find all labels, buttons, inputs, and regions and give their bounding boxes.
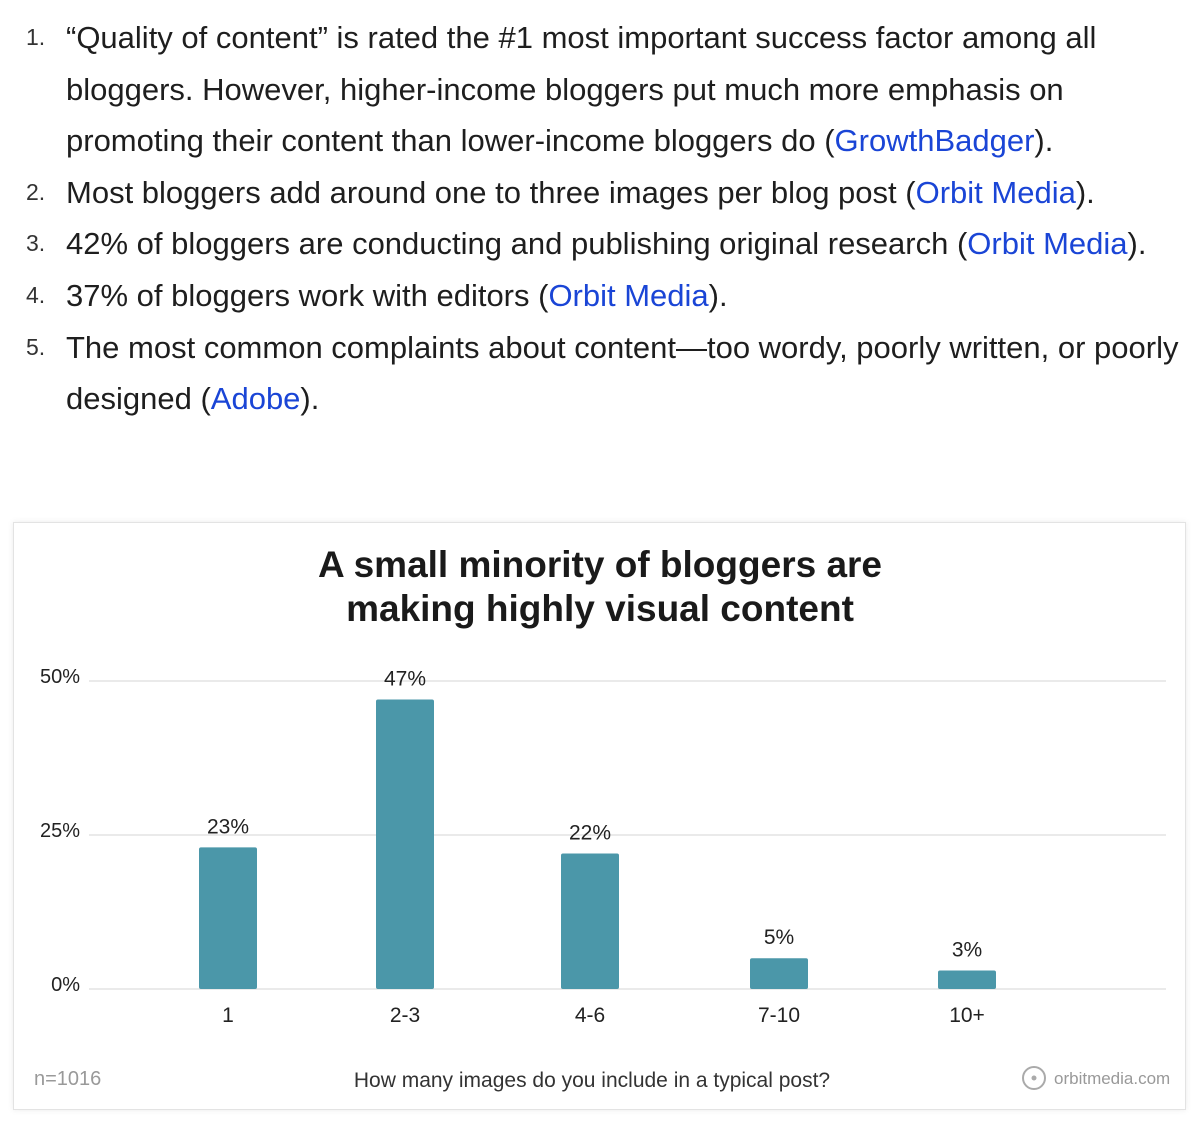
bars: 23% 1 47% 2-3 22% 4-6 5% 7-10 3% 10+ [199, 667, 996, 1027]
list-text-end: ). [1075, 174, 1095, 210]
x-tick-label: 10+ [949, 1004, 985, 1027]
bar [561, 853, 619, 989]
bar-value-label: 22% [569, 821, 611, 844]
chart-title-line-1: A small minority of bloggers are [318, 544, 882, 585]
bar [376, 699, 434, 989]
bar-value-label: 5% [764, 926, 794, 949]
bar-value-label: 23% [207, 815, 249, 838]
list-number: 1. [26, 24, 46, 50]
list-item: 4. 37% of bloggers work with editors (Or… [24, 270, 1184, 322]
y-tick-label: 0% [51, 974, 80, 996]
source-link[interactable]: GrowthBadger [834, 123, 1035, 159]
list-text-end: ). [1034, 123, 1054, 159]
list-text-end: ). [708, 277, 728, 313]
bar [199, 847, 257, 989]
list-number: 5. [26, 333, 46, 360]
list-text-end: ). [1127, 226, 1147, 262]
list-text-end: ). [300, 381, 320, 417]
source-link[interactable]: Orbit Media [548, 277, 709, 313]
bar [750, 958, 808, 989]
source-link[interactable]: Orbit Media [967, 226, 1128, 262]
source-link[interactable]: Adobe [210, 381, 301, 417]
x-axis-label: How many images do you include in a typi… [354, 1069, 830, 1092]
list-text: 42% of bloggers are conducting and publi… [66, 226, 968, 262]
list-text: “Quality of content” is rated the #1 mos… [66, 20, 1097, 159]
list-number: 4. [26, 281, 46, 308]
list-number: 2. [26, 178, 46, 205]
list-item: 5. The most common complaints about cont… [24, 322, 1184, 425]
bar-value-label: 3% [952, 939, 982, 962]
y-tick-label: 50% [40, 666, 80, 688]
list-text: Most bloggers add around one to three im… [66, 174, 916, 210]
chart-card: A small minority of bloggers are making … [13, 522, 1186, 1110]
x-tick-label: 7-10 [758, 1004, 800, 1027]
x-tick-label: 1 [222, 1004, 234, 1027]
bar-chart: A small minority of bloggers are making … [34, 544, 1170, 1092]
list-item: 2. Most bloggers add around one to three… [24, 167, 1184, 219]
bar-value-label: 47% [384, 667, 426, 690]
list-item: 3. 42% of bloggers are conducting and pu… [24, 218, 1184, 270]
x-tick-label: 4-6 [575, 1004, 605, 1027]
list-text: The most common complaints about content… [66, 329, 1179, 417]
y-tick-label: 25% [40, 820, 80, 842]
bar [938, 970, 996, 989]
gridlines: 0% 25% 50% [40, 666, 1166, 996]
list-text: 37% of bloggers work with editors ( [66, 277, 549, 313]
list-item: 1. “Quality of content” is rated the #1 … [24, 12, 1184, 167]
orbit-logo-icon [1022, 1066, 1046, 1090]
x-tick-label: 2-3 [390, 1004, 420, 1027]
chart-title-line-2: making highly visual content [346, 588, 854, 629]
blog-stats-list: 1. “Quality of content” is rated the #1 … [24, 12, 1184, 425]
sample-size-note: n=1016 [34, 1068, 101, 1090]
source-credit: orbitmedia.com [1054, 1069, 1170, 1088]
list-number: 3. [26, 230, 46, 257]
source-link[interactable]: Orbit Media [915, 174, 1076, 210]
